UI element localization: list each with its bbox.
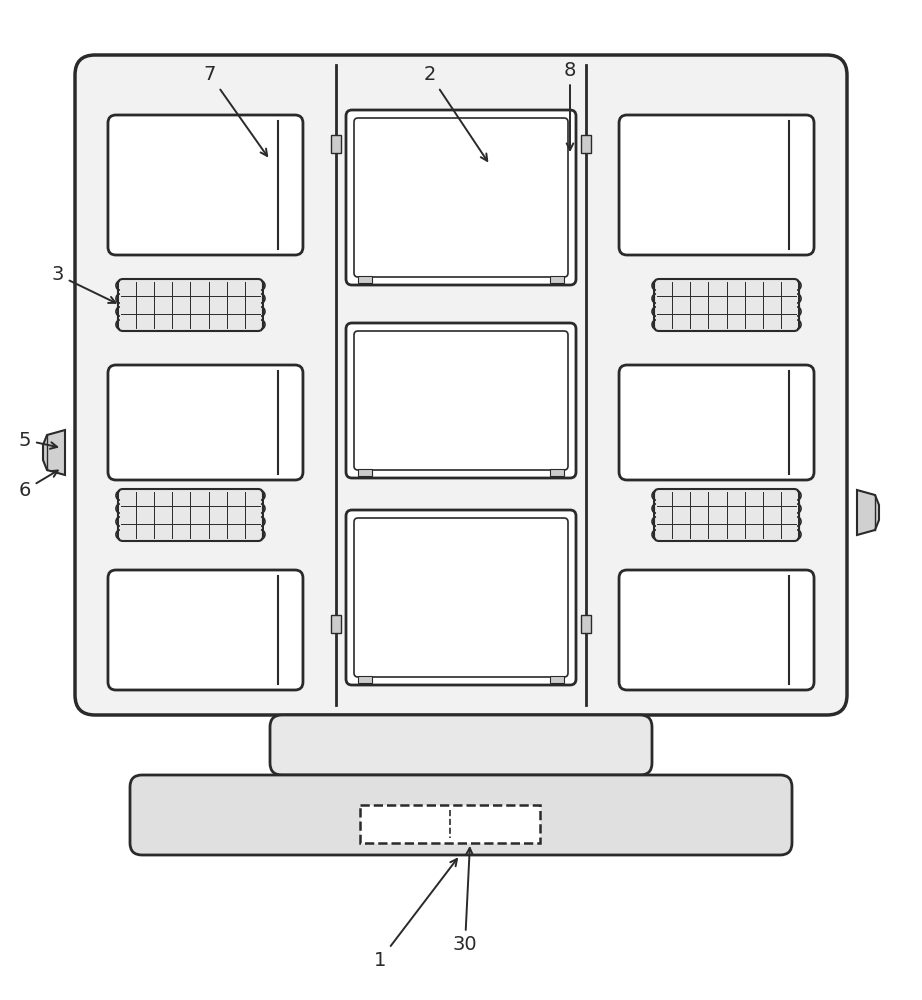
FancyBboxPatch shape bbox=[75, 55, 847, 715]
FancyBboxPatch shape bbox=[270, 715, 652, 775]
Text: 3: 3 bbox=[52, 265, 115, 303]
Bar bbox=[550, 276, 564, 283]
FancyBboxPatch shape bbox=[346, 323, 576, 478]
Bar bbox=[331, 615, 341, 633]
Polygon shape bbox=[43, 430, 65, 475]
Text: 2: 2 bbox=[424, 66, 487, 161]
Bar bbox=[358, 276, 372, 283]
FancyBboxPatch shape bbox=[346, 510, 576, 685]
Bar bbox=[358, 469, 372, 476]
Bar bbox=[360, 805, 540, 843]
FancyBboxPatch shape bbox=[354, 518, 568, 677]
FancyBboxPatch shape bbox=[118, 279, 263, 331]
Bar bbox=[358, 676, 372, 683]
Text: 7: 7 bbox=[204, 66, 267, 156]
FancyBboxPatch shape bbox=[654, 279, 799, 331]
Bar bbox=[581, 615, 591, 633]
FancyBboxPatch shape bbox=[108, 570, 303, 690]
FancyBboxPatch shape bbox=[108, 115, 303, 255]
FancyBboxPatch shape bbox=[354, 118, 568, 277]
Bar bbox=[331, 135, 341, 153]
Text: 1: 1 bbox=[373, 859, 457, 970]
FancyBboxPatch shape bbox=[619, 570, 814, 690]
Polygon shape bbox=[857, 490, 879, 535]
FancyBboxPatch shape bbox=[354, 331, 568, 470]
FancyBboxPatch shape bbox=[654, 489, 799, 541]
FancyBboxPatch shape bbox=[108, 365, 303, 480]
Bar bbox=[550, 676, 564, 683]
Text: 8: 8 bbox=[564, 60, 576, 150]
FancyBboxPatch shape bbox=[346, 110, 576, 285]
FancyBboxPatch shape bbox=[118, 489, 263, 541]
Bar bbox=[581, 135, 591, 153]
Text: 6: 6 bbox=[18, 471, 58, 499]
Bar bbox=[550, 469, 564, 476]
FancyBboxPatch shape bbox=[619, 115, 814, 255]
Text: 5: 5 bbox=[18, 430, 57, 450]
Text: 30: 30 bbox=[453, 848, 478, 954]
FancyBboxPatch shape bbox=[619, 365, 814, 480]
FancyBboxPatch shape bbox=[130, 775, 792, 855]
